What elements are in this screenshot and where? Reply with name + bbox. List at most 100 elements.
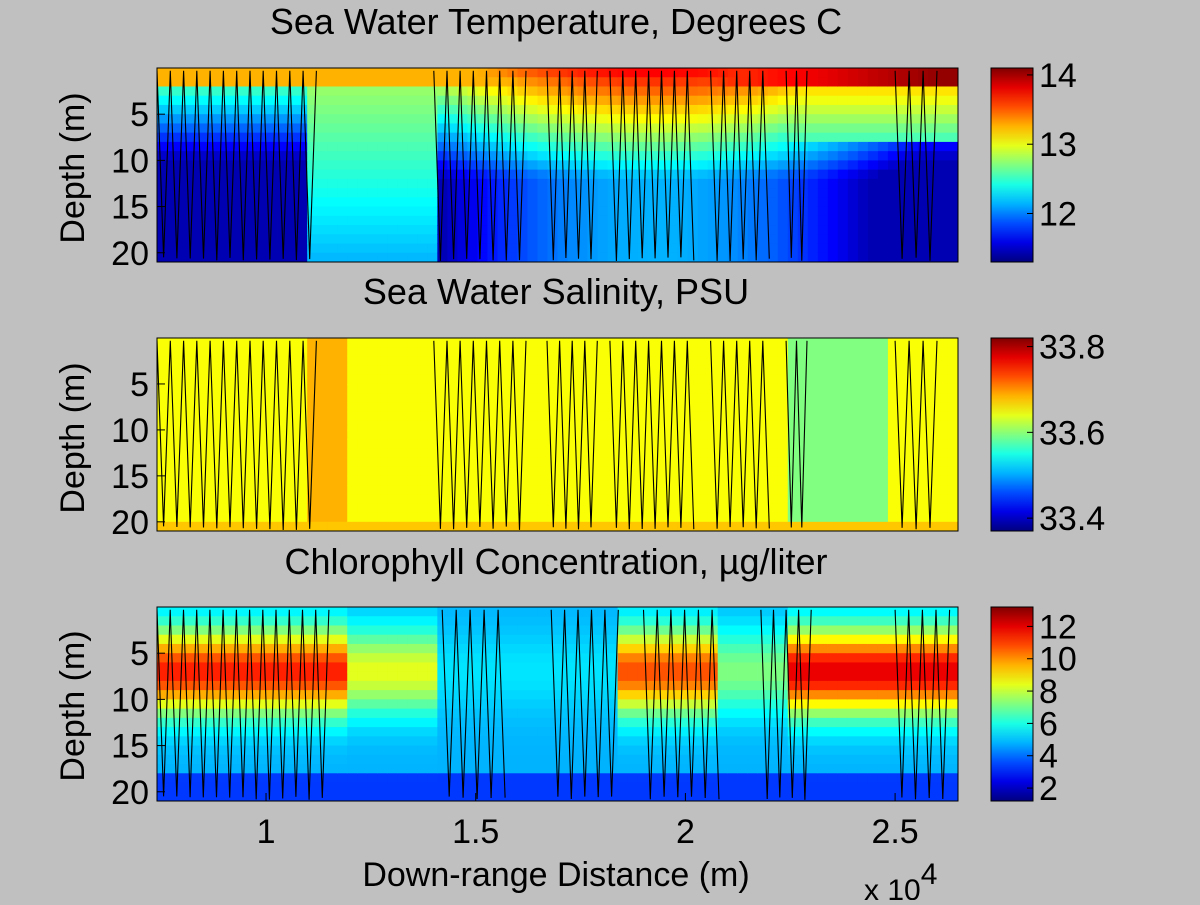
temperature-cell bbox=[728, 86, 739, 96]
salinity-cell bbox=[948, 421, 959, 431]
temperature-ytick-label: 10 bbox=[111, 142, 149, 180]
chlorophyll-cell bbox=[728, 653, 739, 663]
chlorophyll-cell bbox=[788, 681, 799, 691]
salinity-cell bbox=[908, 393, 919, 403]
temperature-cell bbox=[728, 207, 739, 217]
salinity-cell bbox=[808, 476, 819, 486]
salinity-cell bbox=[377, 366, 388, 376]
chlorophyll-cell bbox=[838, 625, 849, 635]
salinity-cell bbox=[888, 467, 899, 477]
salinity-cell bbox=[928, 457, 939, 467]
salinity-cell bbox=[317, 375, 328, 385]
temperature-cell bbox=[878, 170, 889, 180]
salinity-cell bbox=[537, 421, 548, 431]
salinity-cell bbox=[708, 347, 719, 357]
temperature-cell bbox=[878, 68, 889, 78]
salinity-cell bbox=[788, 412, 799, 422]
chlorophyll-cell bbox=[858, 607, 869, 617]
salinity-cell bbox=[888, 494, 899, 504]
salinity-cell bbox=[678, 503, 689, 513]
salinity-cell bbox=[467, 402, 478, 412]
temperature-cell bbox=[547, 86, 558, 96]
chlorophyll-cell bbox=[658, 635, 669, 645]
chlorophyll-cell bbox=[858, 672, 869, 682]
chlorophyll-cell bbox=[427, 662, 438, 672]
temperature-cell bbox=[317, 96, 328, 106]
salinity-cell bbox=[517, 384, 528, 394]
chlorophyll-cell bbox=[177, 709, 188, 719]
salinity-cell bbox=[838, 384, 849, 394]
temperature-cell bbox=[908, 207, 919, 217]
salinity-cell bbox=[838, 356, 849, 366]
temperature-cell bbox=[377, 160, 388, 170]
temperature-cell bbox=[778, 123, 789, 133]
chlorophyll-cell bbox=[568, 792, 579, 802]
temperature-cell bbox=[437, 253, 448, 263]
temperature-cell bbox=[367, 86, 378, 96]
temperature-cell bbox=[247, 207, 258, 217]
temperature-cell bbox=[948, 86, 959, 96]
chlorophyll-cell bbox=[497, 662, 508, 672]
chlorophyll-cell bbox=[668, 783, 679, 793]
temperature-cell bbox=[818, 244, 829, 254]
salinity-cell bbox=[207, 430, 218, 440]
salinity-cell bbox=[357, 402, 368, 412]
salinity-cell bbox=[417, 356, 428, 366]
temperature-cell bbox=[207, 151, 218, 161]
chlorophyll-cell bbox=[678, 616, 689, 626]
chlorophyll-cell bbox=[688, 616, 699, 626]
chlorophyll-cell bbox=[517, 783, 528, 793]
salinity-cell bbox=[918, 375, 929, 385]
temperature-cell bbox=[547, 68, 558, 78]
temperature-cell bbox=[618, 96, 629, 106]
temperature-cell bbox=[547, 216, 558, 226]
chlorophyll-cell bbox=[337, 625, 348, 635]
temperature-cell bbox=[437, 123, 448, 133]
temperature-cell bbox=[648, 133, 659, 143]
temperature-cell bbox=[718, 216, 729, 226]
chlorophyll-cell bbox=[558, 635, 569, 645]
salinity-cell bbox=[367, 522, 378, 532]
temperature-cell bbox=[888, 142, 899, 152]
salinity-cell bbox=[588, 421, 599, 431]
salinity-cell bbox=[898, 338, 909, 348]
salinity-cell bbox=[878, 476, 889, 486]
temperature-cell bbox=[407, 96, 418, 106]
chlorophyll-cell bbox=[798, 690, 809, 700]
temperature-cell bbox=[738, 207, 749, 217]
temperature-cell bbox=[207, 160, 218, 170]
salinity-cell bbox=[197, 522, 208, 532]
salinity-cell bbox=[728, 402, 739, 412]
salinity-cell bbox=[467, 393, 478, 403]
salinity-cell bbox=[598, 375, 609, 385]
chlorophyll-cell bbox=[277, 616, 288, 626]
salinity-cell bbox=[658, 522, 669, 532]
salinity-cell bbox=[758, 402, 769, 412]
temperature-cell bbox=[367, 188, 378, 198]
temperature-cell bbox=[858, 133, 869, 143]
salinity-cell bbox=[568, 494, 579, 504]
salinity-cell bbox=[187, 503, 198, 513]
chlorophyll-cell bbox=[407, 672, 418, 682]
temperature-cell bbox=[818, 105, 829, 115]
chlorophyll-cell bbox=[798, 709, 809, 719]
temperature-cell bbox=[948, 123, 959, 133]
chlorophyll-cell bbox=[588, 792, 599, 802]
chlorophyll-cell bbox=[377, 662, 388, 672]
temperature-cell bbox=[227, 142, 238, 152]
temperature-cell bbox=[187, 142, 198, 152]
chlorophyll-cell bbox=[808, 625, 819, 635]
temperature-cell bbox=[578, 86, 589, 96]
chlorophyll-cell bbox=[247, 736, 258, 746]
temperature-cell bbox=[808, 216, 819, 226]
temperature-cell bbox=[778, 244, 789, 254]
temperature-cell bbox=[537, 216, 548, 226]
chlorophyll-cell bbox=[688, 709, 699, 719]
salinity-cell bbox=[357, 439, 368, 449]
chlorophyll-cell bbox=[818, 746, 829, 756]
chlorophyll-cell bbox=[658, 792, 669, 802]
chlorophyll-cell bbox=[457, 736, 468, 746]
temperature-cell bbox=[868, 96, 879, 106]
temperature-cell bbox=[678, 105, 689, 115]
